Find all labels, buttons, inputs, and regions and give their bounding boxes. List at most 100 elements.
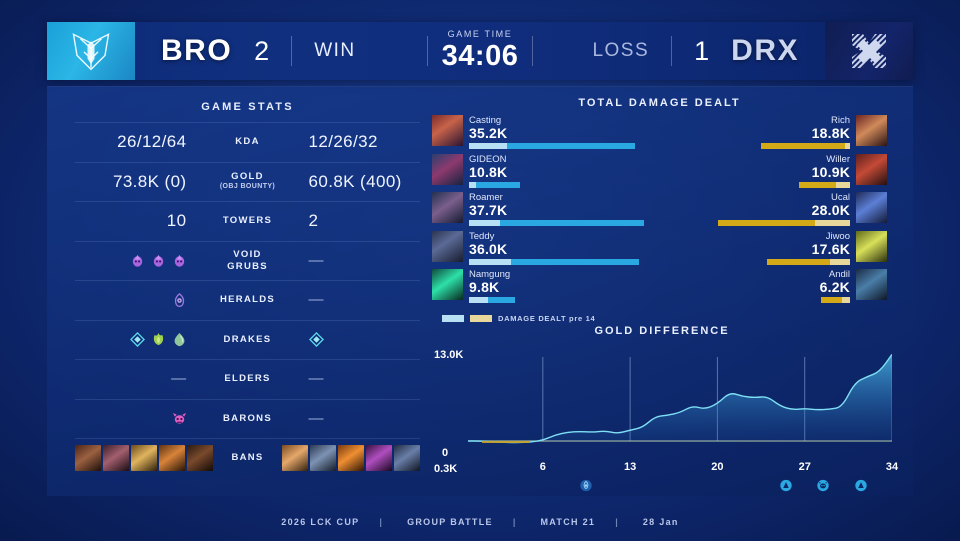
damage-row: GIDEON 10.8K xyxy=(432,153,650,193)
team-left-logo xyxy=(47,22,135,80)
stat-left-value: 26/12/64 xyxy=(117,132,187,152)
stat-left-value: — xyxy=(171,370,187,388)
damage-title: TOTAL DAMAGE DEALT xyxy=(578,97,741,109)
damage-right-team: Rich 18.8K Willer 10.9K Ucal 28.0K Jiwoo 17.6K A… xyxy=(669,115,887,308)
player-name: Rich xyxy=(830,115,850,126)
damage-row: Willer 10.9K xyxy=(669,153,887,193)
legend-swatch-gold xyxy=(470,314,492,322)
footer-event: 2026 LCK CUP xyxy=(281,517,360,527)
champion-portrait xyxy=(856,230,887,262)
player-name: Roamer xyxy=(469,192,503,203)
stat-row-towers: 10 TOWERS 2 xyxy=(75,201,420,241)
divider xyxy=(426,36,428,66)
player-damage-value: 28.0K xyxy=(811,202,850,218)
player-damage-value: 10.8K xyxy=(469,163,508,180)
damage-bar xyxy=(675,181,850,188)
stat-right-value: — xyxy=(308,409,324,427)
team-right-result: LOSS xyxy=(592,40,650,61)
divider xyxy=(291,36,293,66)
game-stats-section: GAME STATS 26/12/64 KDA 12/26/32 73.8K (0) G… xyxy=(75,95,420,476)
footer-stage: GROUP BATTLE xyxy=(407,517,493,527)
y-axis-zero-label: 0 xyxy=(442,447,449,459)
gold-difference-title: GOLD DIFFERENCE xyxy=(594,325,730,337)
divider xyxy=(532,36,534,66)
game-time-label: GAME TIME xyxy=(447,29,513,39)
champion-portrait xyxy=(432,269,463,300)
drx-logo-icon xyxy=(852,34,887,68)
legend-label: DAMAGE DEALT pre 14 xyxy=(498,313,596,323)
damage-bar xyxy=(469,258,644,265)
damage-section: TOTAL DAMAGE DEALT Casting 35.2K GIDEON 10.… xyxy=(432,93,887,323)
damage-row: Ucal 28.0K xyxy=(669,192,887,231)
damage-row: Jiwoo 17.6K xyxy=(669,230,887,270)
stat-left-value xyxy=(75,411,199,426)
ban-champion xyxy=(187,444,213,471)
stat-left-value xyxy=(75,253,199,268)
team-left-result: WIN xyxy=(314,40,356,61)
stats-panel: GAME STATS 26/12/64 KDA 12/26/32 73.8K (0) G… xyxy=(47,86,913,496)
player-name: Ucal xyxy=(830,192,850,203)
damage-bar xyxy=(675,220,850,226)
objective-marker-herald xyxy=(580,479,593,492)
stat-right-value: 2 xyxy=(308,211,319,231)
stat-right-value: — xyxy=(308,251,324,269)
objective-marker-drake xyxy=(854,479,867,492)
game-time-value: 34:06 xyxy=(441,40,519,72)
stat-row-barons: BARONS — xyxy=(75,398,420,439)
stat-label: ELDERS xyxy=(224,373,271,385)
footer-bar: 2026 LCK CUP | GROUP BATTLE | MATCH 21 | 28… xyxy=(0,517,960,527)
player-name: Jiwoo xyxy=(825,230,850,242)
game-stats-rows: 26/12/64 KDA 12/26/32 73.8K (0) GOLD (OBJ BOU… xyxy=(75,122,420,476)
stat-left-value xyxy=(75,332,199,348)
divider xyxy=(671,36,673,66)
damage-row: Namgung 9.8K xyxy=(432,269,650,308)
ban-champion xyxy=(75,444,101,471)
stat-row-kda: 26/12/64 KDA 12/26/32 xyxy=(75,122,420,162)
footer-separator: | xyxy=(615,517,620,527)
stat-right-value xyxy=(297,332,421,348)
game-stats-title: GAME STATS xyxy=(201,101,294,113)
player-name: Teddy xyxy=(469,230,495,242)
stat-label: TOWERS xyxy=(222,215,273,227)
x-axis-tick: 27 xyxy=(798,461,811,473)
y-axis-bottom-label: 0.3K xyxy=(434,463,458,475)
stat-label: BARONS xyxy=(223,412,272,424)
stat-label: BANS xyxy=(231,451,264,463)
team-right-name: DRX xyxy=(731,34,800,67)
damage-row: Roamer 37.7K xyxy=(432,192,650,231)
stat-right-value xyxy=(270,444,420,471)
player-damage-value: 36.0K xyxy=(469,240,508,257)
team-left-name: BRO xyxy=(161,34,233,67)
stat-row-gold: 73.8K (0) GOLD (OBJ BOUNTY) 60.8K (400) xyxy=(75,161,420,202)
ban-champion xyxy=(310,444,336,471)
damage-bar xyxy=(469,220,644,226)
team-right-score: 1 xyxy=(694,35,710,66)
x-axis-tick: 34 xyxy=(885,461,899,473)
legend-swatch-blue xyxy=(442,314,464,322)
stat-label: KDA xyxy=(235,136,260,148)
damage-bar xyxy=(469,297,644,303)
ban-champion xyxy=(394,444,420,471)
stat-left-value xyxy=(75,444,225,471)
stat-right-value: — xyxy=(308,370,324,388)
damage-row: Rich 18.8K xyxy=(669,115,887,154)
damage-bar xyxy=(675,258,850,265)
damage-bar xyxy=(469,143,644,149)
x-axis-tick: 6 xyxy=(539,461,546,473)
player-damage-value: 9.8K xyxy=(469,279,500,295)
player-name: Willer xyxy=(826,153,850,165)
ban-champion xyxy=(131,444,157,471)
champion-portrait xyxy=(432,192,463,223)
y-axis-top-label: 13.0K xyxy=(434,349,464,361)
damage-legend: DAMAGE DEALT pre 14 xyxy=(432,308,887,323)
champion-portrait xyxy=(432,230,463,262)
player-name: GIDEON xyxy=(469,153,507,165)
player-damage-value: 35.2K xyxy=(469,125,508,141)
player-damage-value: 17.6K xyxy=(811,240,850,257)
stat-right-value: — xyxy=(308,291,324,309)
x-axis-ticks: 6 13 20 27 34 xyxy=(468,461,898,475)
stat-right-value: 60.8K (400) xyxy=(308,171,402,191)
x-axis-tick: 20 xyxy=(711,461,724,473)
objective-marker-baron xyxy=(817,479,830,492)
footer-separator: | xyxy=(379,517,384,527)
